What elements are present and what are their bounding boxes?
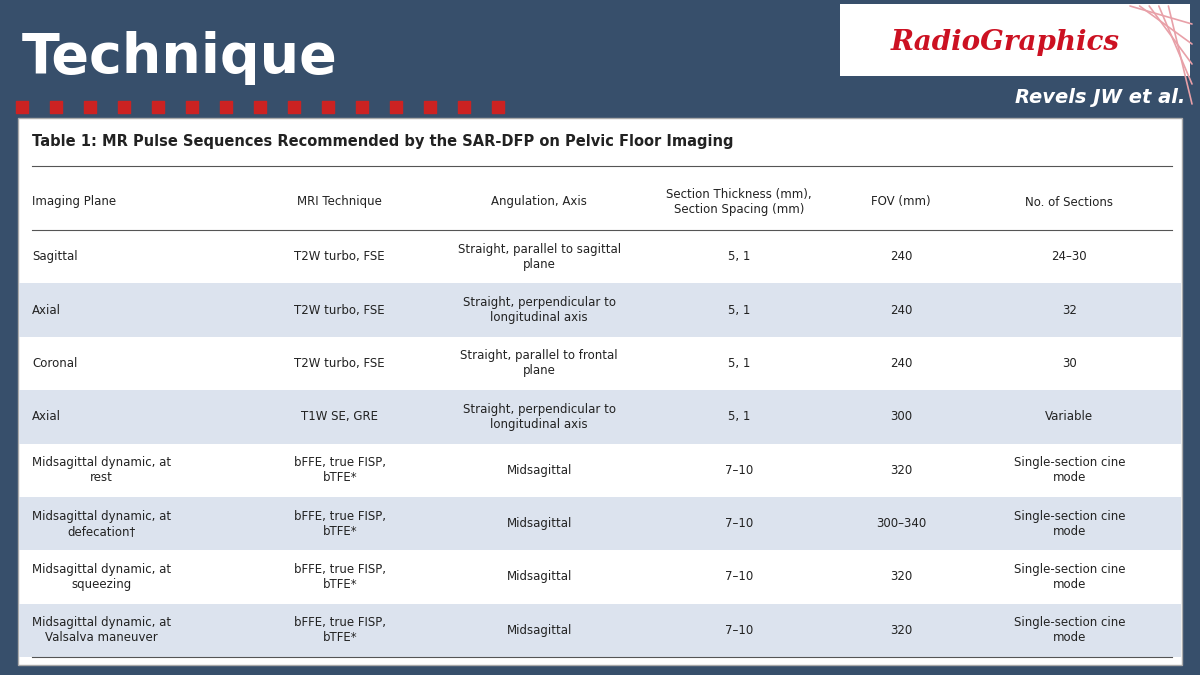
Text: Midsagittal: Midsagittal (506, 464, 572, 477)
Point (386, 102, 406, 113)
Text: 300: 300 (890, 410, 912, 423)
Text: Midsagittal dynamic, at
defecation†: Midsagittal dynamic, at defecation† (32, 510, 172, 537)
Text: T1W SE, GRE: T1W SE, GRE (301, 410, 378, 423)
Text: 7–10: 7–10 (725, 517, 752, 530)
Point (182, 102, 202, 113)
Text: 24–30: 24–30 (1051, 250, 1087, 263)
Text: bFFE, true FISP,
bTFE*: bFFE, true FISP, bTFE* (294, 563, 386, 591)
Text: 240: 240 (890, 304, 912, 317)
Text: T2W turbo, FSE: T2W turbo, FSE (294, 357, 385, 370)
Text: 320: 320 (890, 624, 912, 637)
Text: Midsagittal dynamic, at
rest: Midsagittal dynamic, at rest (32, 456, 172, 484)
Point (12, 102, 31, 113)
Text: Midsagittal: Midsagittal (506, 570, 572, 583)
Text: 7–10: 7–10 (725, 624, 752, 637)
Text: RadioGraphics: RadioGraphics (890, 28, 1120, 55)
Text: 5, 1: 5, 1 (727, 410, 750, 423)
Text: bFFE, true FISP,
bTFE*: bFFE, true FISP, bTFE* (294, 456, 386, 484)
Text: Section Thickness (mm),
Section Spacing (mm): Section Thickness (mm), Section Spacing … (666, 188, 811, 216)
Bar (19, 390, 1181, 443)
Text: Revels JW et al.: Revels JW et al. (1015, 88, 1186, 107)
Text: Single-section cine
mode: Single-section cine mode (1014, 616, 1126, 645)
Text: 240: 240 (890, 250, 912, 263)
Bar (19, 497, 1181, 550)
Text: Single-section cine
mode: Single-section cine mode (1014, 563, 1126, 591)
Text: Axial: Axial (32, 410, 61, 423)
Point (488, 102, 508, 113)
Text: Straight, perpendicular to
longitudinal axis: Straight, perpendicular to longitudinal … (463, 296, 616, 324)
Text: Imaging Plane: Imaging Plane (32, 196, 116, 209)
Point (251, 102, 270, 113)
Point (114, 102, 133, 113)
Text: bFFE, true FISP,
bTFE*: bFFE, true FISP, bTFE* (294, 616, 386, 645)
Text: 7–10: 7–10 (725, 464, 752, 477)
Text: bFFE, true FISP,
bTFE*: bFFE, true FISP, bTFE* (294, 510, 386, 537)
Text: Single-section cine
mode: Single-section cine mode (1014, 510, 1126, 537)
Point (149, 102, 168, 113)
Text: 300–340: 300–340 (876, 517, 926, 530)
Text: 320: 320 (890, 570, 912, 583)
Text: No. of Sections: No. of Sections (1026, 196, 1114, 209)
Text: Straight, parallel to sagittal
plane: Straight, parallel to sagittal plane (457, 243, 620, 271)
Text: 320: 320 (890, 464, 912, 477)
Text: Straight, perpendicular to
longitudinal axis: Straight, perpendicular to longitudinal … (463, 403, 616, 431)
Text: Variable: Variable (1045, 410, 1093, 423)
Point (80, 102, 100, 113)
Text: Midsagittal: Midsagittal (506, 517, 572, 530)
Text: Sagittal: Sagittal (32, 250, 78, 263)
FancyBboxPatch shape (18, 118, 1182, 665)
Text: Midsagittal: Midsagittal (506, 624, 572, 637)
Point (420, 102, 439, 113)
Text: 5, 1: 5, 1 (727, 250, 750, 263)
Point (284, 102, 304, 113)
Text: 5, 1: 5, 1 (727, 304, 750, 317)
Point (455, 102, 474, 113)
Point (318, 102, 337, 113)
Text: 240: 240 (890, 357, 912, 370)
Text: 32: 32 (1062, 304, 1076, 317)
Text: 30: 30 (1062, 357, 1076, 370)
Text: Angulation, Axis: Angulation, Axis (491, 196, 587, 209)
Text: Midsagittal dynamic, at
squeezing: Midsagittal dynamic, at squeezing (32, 563, 172, 591)
Text: Table 1: MR Pulse Sequences Recommended by the SAR-DFP on Pelvic Floor Imaging: Table 1: MR Pulse Sequences Recommended … (32, 134, 733, 149)
FancyBboxPatch shape (840, 4, 1190, 76)
Text: FOV (mm): FOV (mm) (871, 196, 931, 209)
Text: 5, 1: 5, 1 (727, 357, 750, 370)
Text: Axial: Axial (32, 304, 61, 317)
Text: Straight, parallel to frontal
plane: Straight, parallel to frontal plane (461, 350, 618, 377)
Point (47, 102, 66, 113)
Bar (19, 603, 1181, 657)
Text: Technique: Technique (22, 31, 337, 85)
Text: MRI Technique: MRI Technique (298, 196, 383, 209)
Point (216, 102, 235, 113)
Text: Single-section cine
mode: Single-section cine mode (1014, 456, 1126, 484)
Text: Coronal: Coronal (32, 357, 77, 370)
Text: T2W turbo, FSE: T2W turbo, FSE (294, 250, 385, 263)
Text: 7–10: 7–10 (725, 570, 752, 583)
Text: T2W turbo, FSE: T2W turbo, FSE (294, 304, 385, 317)
Bar (19, 284, 1181, 337)
Point (353, 102, 372, 113)
Text: Midsagittal dynamic, at
Valsalva maneuver: Midsagittal dynamic, at Valsalva maneuve… (32, 616, 172, 645)
